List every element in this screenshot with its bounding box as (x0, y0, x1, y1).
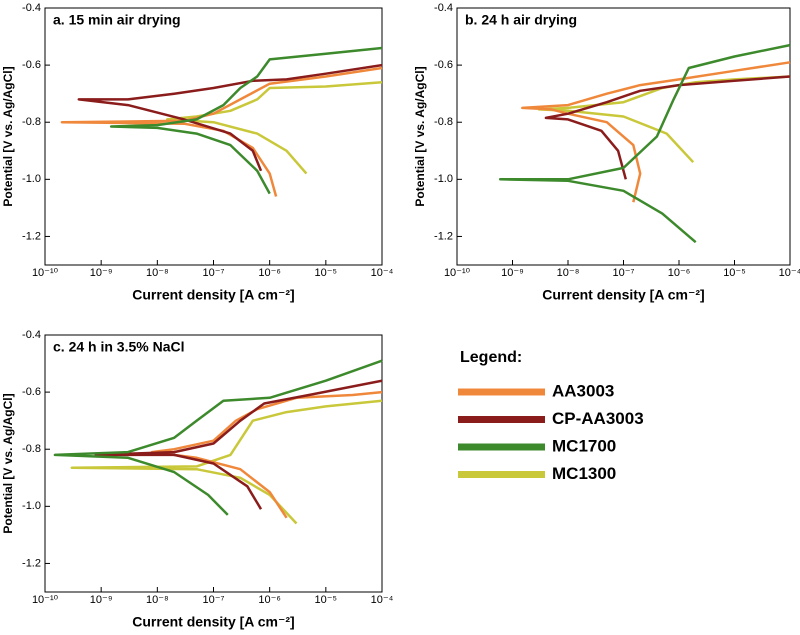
y-tick-label: -0.4 (22, 2, 41, 14)
y-axis-label: Potential [V vs. Ag/AgCl] (413, 66, 427, 206)
x-tick-label: 10⁻⁶ (668, 267, 691, 279)
x-tick-label: 10⁻⁹ (501, 267, 524, 279)
curve (498, 43, 791, 244)
curve (150, 390, 383, 519)
x-tick-label: 10⁻⁹ (90, 594, 113, 606)
x-tick-label: 10⁻⁸ (146, 267, 169, 279)
y-tick-label: -0.8 (22, 443, 41, 455)
panel-title: a. 15 min air drying (53, 12, 181, 28)
x-axis-label: Current density [A cm⁻²] (132, 287, 294, 303)
y-tick-label: -1.0 (22, 500, 41, 512)
x-tick-label: 10⁻⁴ (779, 267, 800, 279)
x-tick-label: 10⁻⁶ (258, 594, 281, 606)
y-tick-label: -0.4 (434, 2, 453, 14)
y-tick-label: -1.0 (22, 173, 41, 185)
y-axis-label: Potential [V vs. Ag/AgCl] (1, 66, 15, 206)
curve (521, 61, 791, 203)
y-tick-label: -0.6 (434, 59, 453, 71)
x-tick-label: 10⁻⁷ (202, 267, 224, 279)
y-tick-label: -0.6 (22, 386, 41, 398)
legend-label: MC1300 (552, 464, 616, 483)
x-tick-label: 10⁻⁹ (90, 267, 113, 279)
legend-title: Legend: (460, 349, 522, 366)
x-tick-label: 10⁻⁸ (146, 594, 169, 606)
curve (53, 359, 383, 516)
y-axis-label: Potential [V vs. Ag/AgCl] (1, 393, 15, 533)
x-tick-label: 10⁻⁷ (612, 267, 634, 279)
panel-title: b. 24 h air drying (465, 12, 577, 28)
x-tick-label: 10⁻⁷ (202, 594, 224, 606)
y-tick-label: -1.2 (434, 230, 453, 242)
legend-label: MC1700 (552, 436, 616, 455)
x-axis-label: Current density [A cm⁻²] (542, 287, 704, 303)
plot-frame (44, 7, 383, 266)
curve (77, 63, 383, 172)
legend-label: AA3003 (552, 381, 614, 400)
y-tick-label: -0.8 (22, 116, 41, 128)
x-tick-label: 10⁻⁴ (371, 267, 394, 279)
x-tick-label: 10⁻⁵ (315, 594, 338, 606)
y-tick-label: -0.8 (434, 116, 453, 128)
x-tick-label: 10⁻¹⁰ (32, 594, 59, 606)
curve (109, 46, 383, 195)
y-tick-label: -1.0 (434, 173, 453, 185)
x-tick-label: 10⁻⁵ (723, 267, 746, 279)
x-tick-label: 10⁻⁶ (258, 267, 281, 279)
y-tick-label: -0.4 (22, 329, 41, 341)
x-axis-label: Current density [A cm⁻²] (132, 614, 294, 630)
panel-title: c. 24 h in 3.5% NaCl (53, 339, 185, 355)
x-tick-label: 10⁻⁸ (557, 267, 580, 279)
x-tick-label: 10⁻⁴ (371, 594, 394, 606)
curve (544, 75, 791, 180)
curve (60, 66, 383, 197)
legend-label: CP-AA3003 (552, 409, 644, 428)
x-tick-label: 10⁻¹⁰ (444, 267, 471, 279)
curve (94, 379, 383, 510)
y-tick-label: -0.6 (22, 59, 41, 71)
y-tick-label: -1.2 (22, 557, 41, 569)
x-tick-label: 10⁻¹⁰ (32, 267, 59, 279)
curve (70, 399, 383, 525)
x-tick-label: 10⁻⁵ (315, 267, 338, 279)
y-tick-label: -1.2 (22, 230, 41, 242)
curve (537, 75, 791, 164)
